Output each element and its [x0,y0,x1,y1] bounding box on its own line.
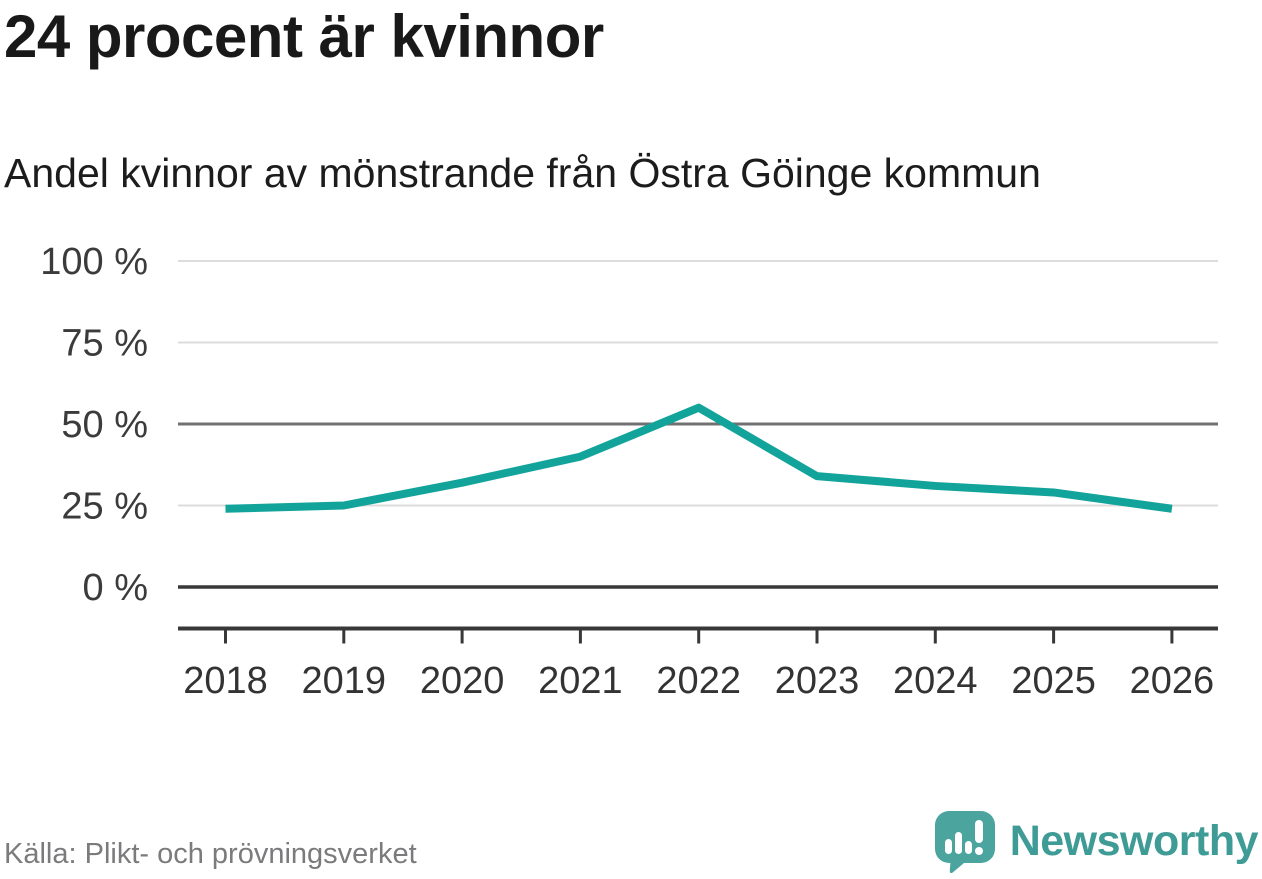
chart-headline: 24 procent är kvinnor [4,3,604,70]
x-tick-label: 2025 [1011,660,1096,702]
newsworthy-speech-bubble-barchart-icon [934,811,995,873]
y-tick-label: 75 % [61,323,148,365]
x-tick-label: 2020 [420,660,505,702]
source-note: Källa: Plikt- och prövningsverket [4,838,417,870]
line-chart-canvas: 0 % 25 % 50 % 75 % 100 % 2018 2019 2020 2021 2022… [40,241,1218,702]
x-tick-label: 2022 [656,660,741,702]
x-tick-label: 2018 [183,660,268,702]
y-tick-label: 0 % [83,567,148,609]
brand-name: Newsworthy [1009,816,1259,865]
y-tick-label: 50 % [61,404,148,446]
x-tick-label: 2024 [893,660,978,702]
line-chart: 0 % 25 % 50 % 75 % 100 % 2018 2019 2020 2021 2022… [0,232,1262,712]
x-tick-label: 2026 [1130,660,1215,702]
chart-subtitle: Andel kvinnor av mönstrande från Östra G… [4,150,1041,196]
x-tick-label: 2021 [538,660,623,702]
x-tick-label: 2023 [775,660,860,702]
x-tick-label: 2019 [302,660,387,702]
y-tick-label: 100 % [40,241,148,283]
newsworthy-logo: Newsworthy [933,809,1259,873]
y-tick-label: 25 % [61,486,148,528]
data-line [225,403,1173,513]
